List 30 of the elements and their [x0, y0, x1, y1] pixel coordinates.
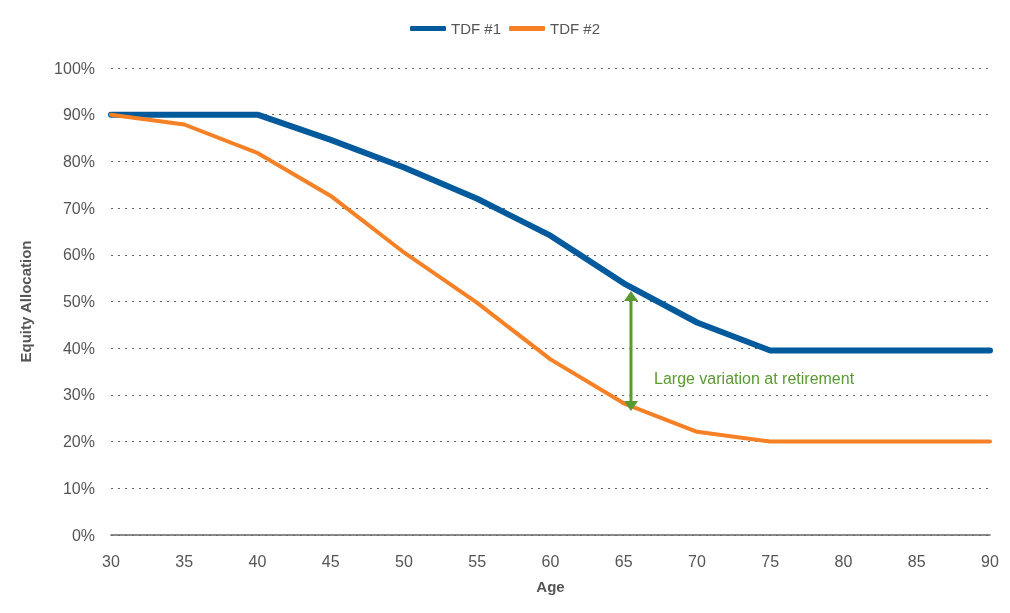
- x-tick-label: 90: [981, 552, 999, 570]
- x-tick-label: 80: [834, 552, 853, 570]
- x-tick-label: 50: [395, 552, 413, 570]
- x-tick-label: 75: [761, 552, 780, 570]
- y-tick-label: 100%: [54, 59, 95, 77]
- x-tick-label: 30: [102, 552, 120, 570]
- y-tick-label: 0%: [71, 526, 95, 544]
- x-tick-label: 45: [321, 552, 340, 570]
- y-tick-label: 60%: [62, 246, 95, 264]
- line-series: [109, 112, 992, 444]
- y-axis-title: Equity Allocation: [17, 240, 34, 363]
- x-axis-title: Age: [536, 578, 565, 595]
- x-tick-label: 35: [175, 552, 194, 570]
- annotation: Large variation at retirement: [654, 369, 855, 387]
- y-tick-label: 20%: [62, 433, 95, 451]
- y-tick-label: 90%: [62, 106, 95, 124]
- legend-label: TDF #1: [450, 20, 502, 37]
- legend-label: TDF #2: [550, 20, 601, 37]
- x-tick-label: 55: [468, 552, 487, 570]
- y-tick-label: 50%: [62, 293, 95, 310]
- x-tick-label: 40: [248, 552, 267, 570]
- y-tick-label: 10%: [62, 479, 95, 497]
- y-tick-label: 40%: [62, 339, 95, 357]
- x-tick-label: 65: [614, 552, 633, 570]
- y-tick-label: 30%: [62, 386, 95, 404]
- x-tick-label: 70: [688, 552, 706, 570]
- x-tick-label: 85: [907, 552, 926, 570]
- x-tick-label: 60: [541, 552, 560, 570]
- y-tick-label: 70%: [62, 199, 95, 217]
- y-tick-label: 80%: [62, 152, 95, 170]
